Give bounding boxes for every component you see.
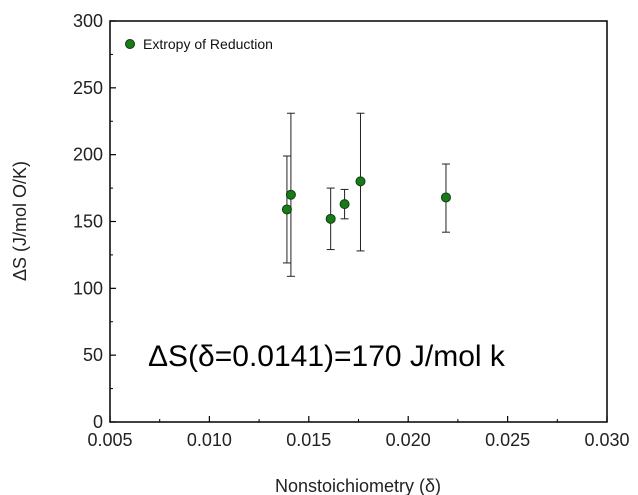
legend-marker xyxy=(125,39,135,49)
y-tick-label: 0 xyxy=(93,412,103,432)
data-point xyxy=(339,199,350,210)
y-tick-label: 100 xyxy=(73,278,103,298)
legend-label: Extropy of Reduction xyxy=(143,36,273,52)
x-tick-label: 0.020 xyxy=(386,430,431,450)
x-tick-label: 0.025 xyxy=(485,430,530,450)
data-points xyxy=(281,176,451,224)
y-tick-label: 150 xyxy=(73,212,103,232)
error-bars xyxy=(282,112,450,277)
y-axis: 0 50 100 150 200 250 300 xyxy=(73,11,116,432)
legend: Extropy of Reduction xyxy=(125,36,273,52)
x-axis: 0.005 0.010 0.015 0.020 0.025 0.030 xyxy=(87,416,630,450)
y-tick-label: 250 xyxy=(73,78,103,98)
data-point xyxy=(440,192,451,203)
x-tick-label: 0.030 xyxy=(584,430,629,450)
x-tick-label: 0.010 xyxy=(187,430,232,450)
y-tick-label: 300 xyxy=(73,11,103,31)
y-tick-label: 50 xyxy=(83,345,103,365)
data-point xyxy=(285,189,296,200)
data-point xyxy=(355,176,366,187)
y-axis-title: ΔS (J/mol O/K) xyxy=(10,161,30,281)
data-point xyxy=(325,213,336,224)
x-axis-title: Nonstoichiometry (δ) xyxy=(275,476,441,495)
y-tick-label: 200 xyxy=(73,145,103,165)
annotation-text: ΔS(δ=0.0141)=170 J/mol k xyxy=(148,340,506,373)
data-point xyxy=(281,204,292,215)
x-tick-label: 0.005 xyxy=(87,430,132,450)
x-tick-label: 0.015 xyxy=(286,430,331,450)
